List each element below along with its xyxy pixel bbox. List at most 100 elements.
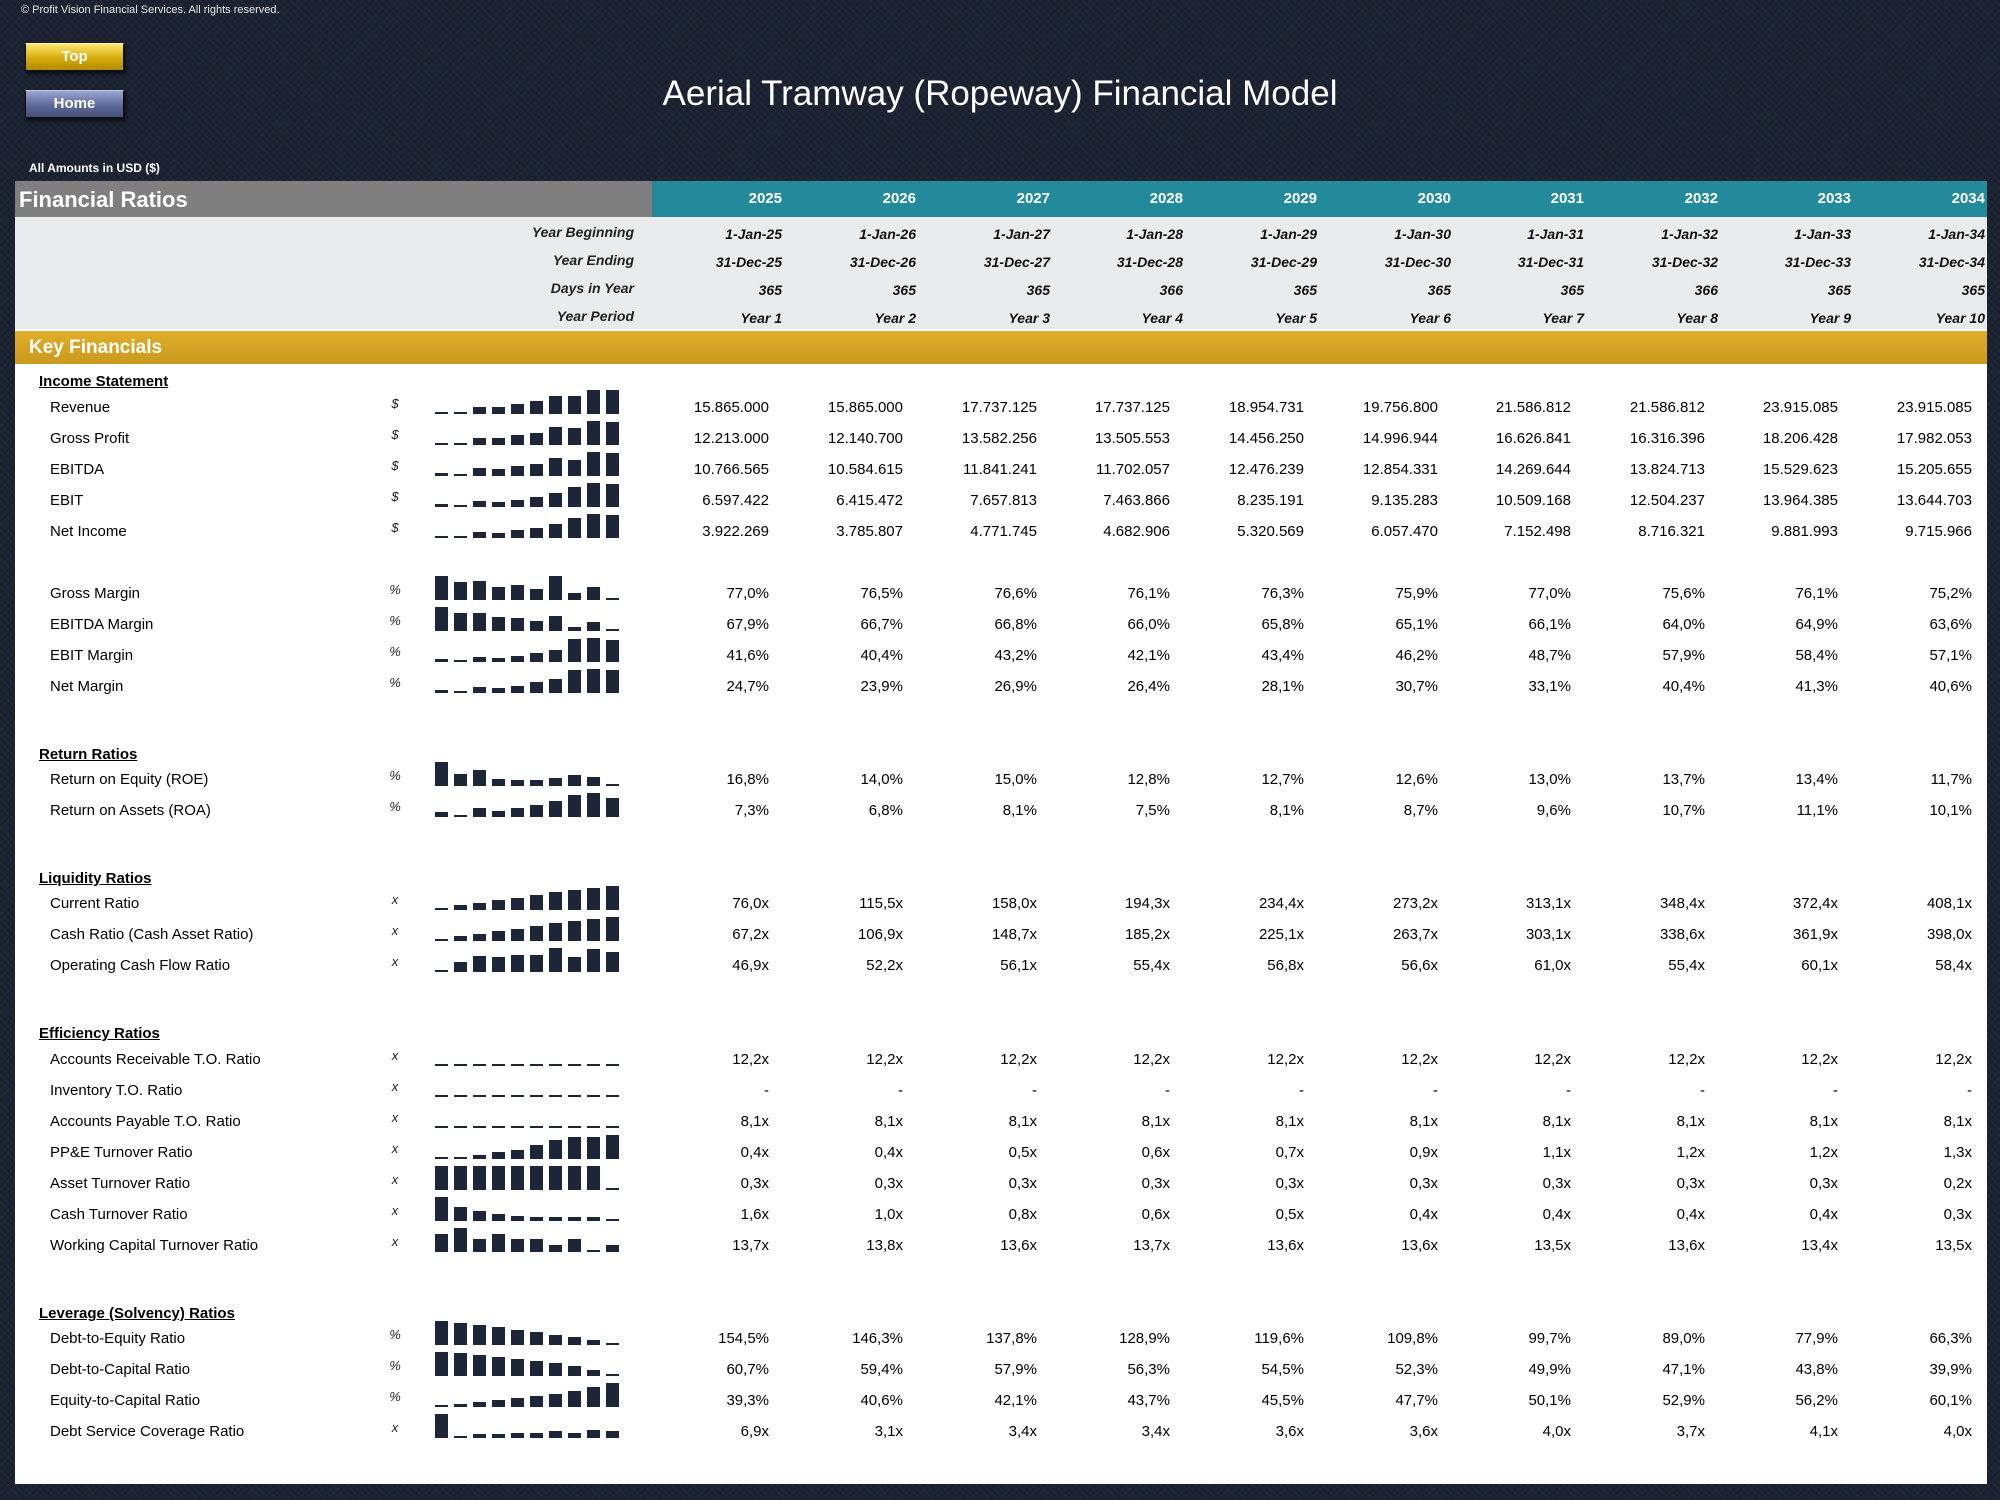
value-cell: 66,8% xyxy=(994,616,1037,633)
sparkline-bar xyxy=(454,1207,467,1221)
home-button[interactable]: Home xyxy=(25,90,124,118)
sparkline-bar xyxy=(606,514,619,538)
sparkline-bar xyxy=(568,1390,581,1407)
row-label: Return on Assets (ROA) xyxy=(50,802,211,819)
value-cell: 17.737.125 xyxy=(961,399,1037,416)
value-cell: 13.644.703 xyxy=(1896,492,1972,509)
value-cell: 234,4x xyxy=(1258,895,1304,912)
value-cell: 4,0x xyxy=(1943,1423,1972,1440)
sparkline-bar xyxy=(435,1157,448,1159)
value-cell: 47,7% xyxy=(1395,1392,1438,1409)
value-cell: 76,3% xyxy=(1261,585,1304,602)
value-cell: - xyxy=(898,1082,903,1099)
sparkline-bar xyxy=(473,933,486,941)
value-cell: 225,1x xyxy=(1258,926,1304,943)
top-button[interactable]: Top xyxy=(25,43,124,71)
value-cell: 10,1% xyxy=(1929,802,1972,819)
value-cell: 14.996.944 xyxy=(1362,430,1438,447)
value-cell: 8,1x xyxy=(740,1113,769,1130)
header-cell: 1-Jan-30 xyxy=(1394,226,1451,242)
header-cell: 31-Dec-31 xyxy=(1517,254,1584,270)
value-cell: 8.716.321 xyxy=(1638,523,1705,540)
sparkline-bar xyxy=(492,1213,505,1221)
sparkline-bar xyxy=(606,669,619,693)
sparkline-bar xyxy=(549,1363,562,1376)
sparkline xyxy=(435,793,621,817)
unit-symbol: % xyxy=(389,799,401,814)
unit-symbol: % xyxy=(389,1327,401,1342)
sparkline-bar xyxy=(606,1219,619,1221)
value-cell: 16,8% xyxy=(726,771,769,788)
value-cell: 12,8% xyxy=(1127,771,1170,788)
value-cell: 41,6% xyxy=(726,647,769,664)
sparkline-bar xyxy=(435,535,448,538)
value-cell: 41,3% xyxy=(1795,678,1838,695)
sparkline-bar xyxy=(473,1166,486,1190)
value-cell: 148,7x xyxy=(991,926,1037,943)
row-label: Cash Ratio (Cash Asset Ratio) xyxy=(50,926,254,943)
value-cell: 11.702.057 xyxy=(1096,461,1170,478)
value-cell: 6,8% xyxy=(868,802,903,819)
value-cell: 46,9x xyxy=(732,957,769,974)
value-cell: 16.316.396 xyxy=(1629,430,1705,447)
unit-symbol: % xyxy=(389,1389,401,1404)
value-cell: 14.269.644 xyxy=(1495,461,1571,478)
sparkline-bar xyxy=(606,1343,619,1345)
value-cell: 361,9x xyxy=(1792,926,1838,943)
value-cell: 8,1x xyxy=(1275,1113,1304,1130)
value-cell: 39,9% xyxy=(1929,1361,1972,1378)
value-cell: 10.584.615 xyxy=(827,461,903,478)
value-cell: - xyxy=(1433,1082,1438,1099)
value-cell: - xyxy=(1165,1082,1170,1099)
value-cell: 13,7x xyxy=(1133,1237,1170,1254)
row-label: Equity-to-Capital Ratio xyxy=(50,1392,201,1409)
sparkline-bar xyxy=(435,1321,448,1345)
value-cell: 15.865.000 xyxy=(693,399,769,416)
header-cell: 1-Jan-26 xyxy=(859,226,916,242)
value-cell: 0,3x xyxy=(1409,1175,1438,1192)
sparkline-bar xyxy=(473,902,486,910)
amounts-note: All Amounts in USD ($) xyxy=(29,161,160,175)
sparkline-bar xyxy=(530,1166,543,1190)
value-cell: 1,1x xyxy=(1542,1144,1571,1161)
value-cell: 13,6x xyxy=(1668,1237,1705,1254)
sparkline-bar xyxy=(435,1095,448,1097)
value-cell: 3,1x xyxy=(874,1423,903,1440)
sparkline-bar xyxy=(435,1126,448,1128)
value-cell: 8,1% xyxy=(1002,802,1037,819)
sparkline-bar xyxy=(587,1137,600,1159)
header-cell: 365 xyxy=(1026,282,1050,298)
unit-symbol: % xyxy=(389,582,401,597)
value-cell: 0,4x xyxy=(740,1144,769,1161)
value-cell: 273,2x xyxy=(1392,895,1438,912)
sparkline xyxy=(435,514,621,538)
sparkline-bar xyxy=(492,687,505,693)
sparkline-bar xyxy=(454,1064,467,1066)
section-title: Efficiency Ratios xyxy=(39,1025,160,1042)
unit-symbol: $ xyxy=(391,427,399,442)
sparkline-bar xyxy=(568,518,581,538)
sparkline xyxy=(435,1228,621,1252)
value-cell: 0,9x xyxy=(1409,1144,1438,1161)
sparkline-bar xyxy=(511,928,524,941)
row-label: Working Capital Turnover Ratio xyxy=(50,1237,259,1254)
sparkline-bar xyxy=(492,900,505,910)
sparkline-bar xyxy=(435,1233,448,1252)
header-cell: 1-Jan-31 xyxy=(1527,226,1584,242)
value-cell: 43,2% xyxy=(994,647,1037,664)
value-cell: 56,1x xyxy=(1000,957,1037,974)
sparkline-bar xyxy=(549,493,562,507)
sparkline xyxy=(435,669,621,693)
sparkline-bar xyxy=(454,1353,467,1376)
value-cell: 13,8x xyxy=(866,1237,903,1254)
sparkline-bar xyxy=(492,1356,505,1376)
unit-symbol: % xyxy=(389,1358,401,1373)
value-cell: 11,1% xyxy=(1796,802,1838,819)
sparkline-bar xyxy=(568,1064,581,1066)
row-label: Debt-to-Equity Ratio xyxy=(50,1330,186,1347)
sparkline-bar xyxy=(606,1064,619,1066)
header-cell: 365 xyxy=(758,282,782,298)
value-cell: 77,0% xyxy=(726,585,769,602)
sparkline-bar xyxy=(454,1323,467,1345)
sparkline-bar xyxy=(435,970,448,972)
